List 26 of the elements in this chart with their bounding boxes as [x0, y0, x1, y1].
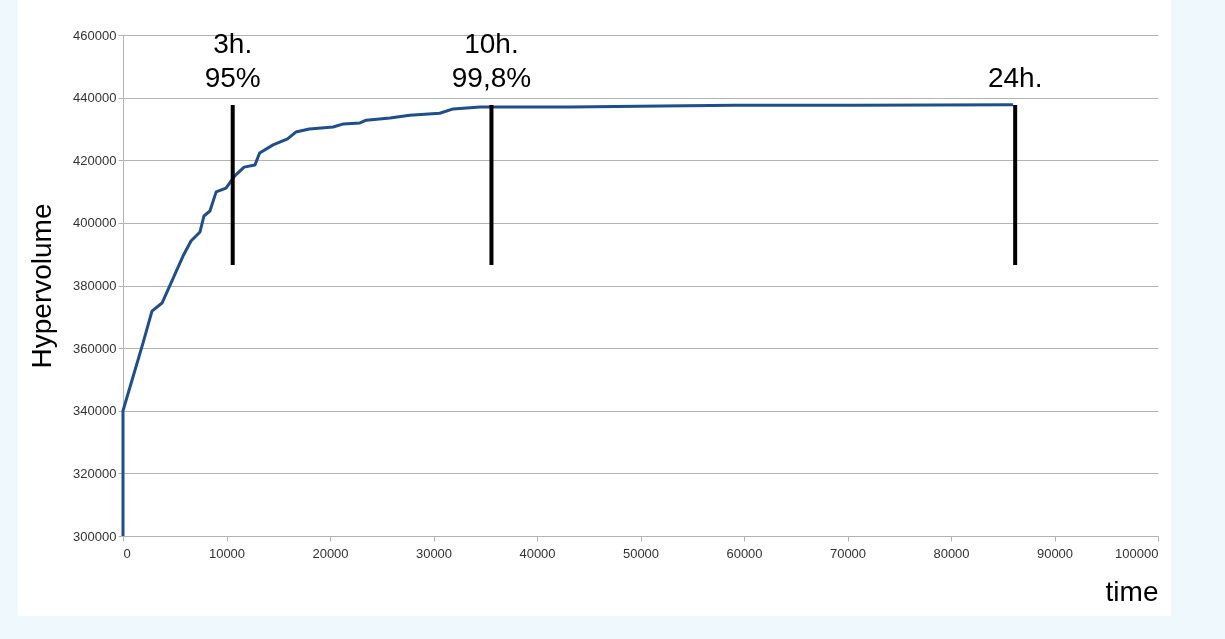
y-axis-title: Hypervolume [26, 203, 58, 369]
x-tick-label: 20000 [312, 545, 349, 561]
x-tick-label: 90000 [1036, 545, 1074, 561]
x-tick-label: 50000 [622, 545, 660, 561]
ref-line-label: 3h. 95% [204, 28, 261, 93]
x-tick-label: 10000 [208, 545, 246, 561]
y-tick-label: 380000 [73, 278, 117, 293]
y-tick-label: 340000 [73, 403, 117, 419]
y-tick-label: 460000 [73, 27, 117, 43]
x-tick-label: 70000 [829, 545, 867, 561]
ref-line-label: 24h. [987, 62, 1043, 93]
x-tick-label: 60000 [726, 545, 763, 561]
x-axis-title: time [1105, 575, 1159, 607]
x-tick-label: 100000 [1115, 545, 1159, 561]
y-tick-label: 320000 [73, 465, 117, 481]
y-tick-label: 420000 [73, 152, 117, 168]
x-tick-label: 40000 [519, 545, 556, 561]
y-tick-label: 440000 [73, 90, 117, 106]
y-tick-label: 300000 [73, 528, 117, 544]
ref-line-label: 10h. 99,8% [451, 28, 532, 93]
line-series [121, 103, 1015, 538]
x-tick-label: 0 [123, 545, 131, 561]
x-tick-label: 30000 [415, 545, 453, 561]
y-tick-label: 360000 [73, 340, 117, 356]
x-tick-label: 80000 [933, 545, 970, 561]
y-tick-label: 400000 [73, 215, 117, 231]
